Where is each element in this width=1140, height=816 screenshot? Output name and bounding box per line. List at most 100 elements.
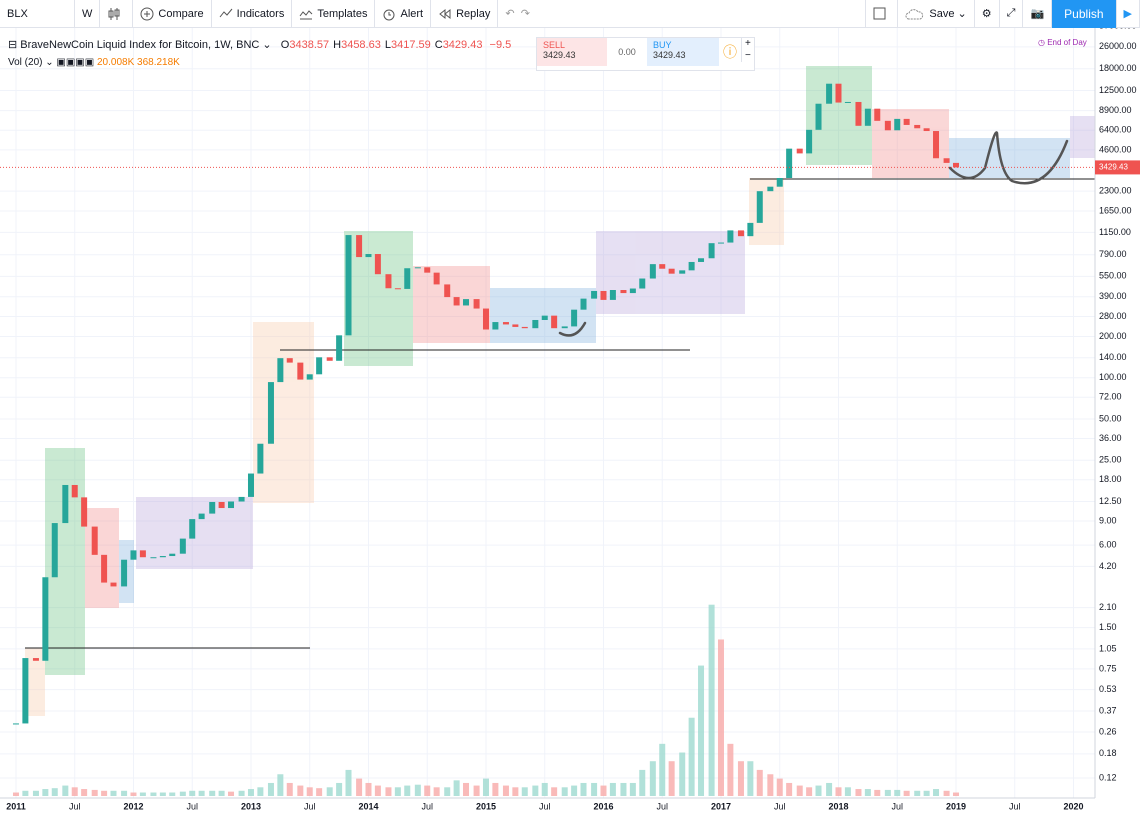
snapshot[interactable]: 📷: [1023, 0, 1053, 28]
candle: [806, 129, 813, 154]
candle: [306, 374, 313, 380]
undo-redo[interactable]: ↶ ↷: [505, 8, 530, 20]
candle: [835, 83, 842, 103]
volume-bar: [286, 782, 293, 796]
y-tick-label: 550.00: [1099, 271, 1127, 281]
candle: [894, 118, 901, 131]
volume-legend: Vol (20) ⌄ ▣▣▣▣ 20.008K 368.218K: [8, 57, 180, 68]
candle: [101, 554, 108, 583]
chart: 2011 Jul 2012 Jul 2013 Jul 2014 Jul 2015 Jul 2016 J…: [0, 28, 1140, 811]
template-icon: [299, 9, 313, 19]
ohlc-key: O: [280, 39, 290, 51]
candle: [620, 290, 627, 294]
candle: [91, 526, 98, 555]
volume-bar: [894, 789, 901, 796]
candle: [189, 519, 196, 539]
settings[interactable]: ⚙: [975, 0, 1000, 28]
square-icon: [873, 7, 886, 20]
candle: [521, 326, 528, 329]
publish[interactable]: Publish: [1052, 0, 1116, 28]
volume-bar: [708, 604, 715, 796]
volume-bar: [776, 778, 783, 796]
candle: [952, 162, 959, 168]
play[interactable]: ▶: [1115, 0, 1140, 28]
interval[interactable]: W: [75, 0, 101, 28]
volume-bar: [855, 789, 862, 796]
y-tick-label: 2300.00: [1099, 186, 1132, 196]
candle: [649, 264, 656, 279]
candle: [326, 357, 333, 361]
qty-stepper[interactable]: + −: [741, 38, 754, 62]
candle: [591, 290, 598, 299]
y-tick-label: 4.20: [1099, 561, 1117, 571]
volume-bar: [668, 761, 675, 796]
candle: [914, 124, 921, 129]
volume-bar: [580, 782, 587, 796]
templates[interactable]: Templates: [292, 0, 376, 28]
volume-bar: [914, 790, 921, 796]
volume-bar: [139, 792, 146, 796]
candle: [943, 158, 950, 163]
volume-bar: [600, 785, 607, 796]
volume-bar: [786, 782, 793, 796]
y-tick-label: 0.53: [1099, 684, 1117, 694]
compare[interactable]: Compare: [133, 0, 212, 28]
volume-bar: [767, 774, 774, 796]
volume-bar: [169, 792, 176, 796]
candle: [424, 267, 431, 273]
y-tick-label: 36.00: [1099, 433, 1122, 443]
volume-bar: [629, 782, 636, 796]
fullscreen[interactable]: ⤢: [1000, 0, 1024, 28]
chart-style[interactable]: [100, 0, 134, 28]
sell-button[interactable]: SELL 3429.43: [537, 38, 607, 66]
volume-bar: [385, 787, 392, 796]
candle: [71, 484, 78, 498]
candle: [756, 191, 763, 223]
volume-bar: [189, 790, 196, 796]
x-tick-label: 2012: [123, 801, 143, 811]
symbol[interactable]: BLX: [0, 0, 75, 28]
y-tick-label: 6400.00: [1099, 125, 1132, 135]
trend-lines: [25, 178, 1095, 649]
volume-bar: [424, 785, 431, 796]
candle: [62, 484, 69, 524]
x-tick-label: 2020: [1063, 801, 1083, 811]
volume-bar: [806, 787, 813, 796]
candle: [159, 556, 166, 558]
volume-bar: [591, 782, 598, 796]
y-tick-label: 0.75: [1099, 663, 1117, 673]
y-tick-label: 9.00: [1099, 515, 1117, 525]
sketch-curve: [948, 131, 1069, 185]
indicators[interactable]: Indicators: [212, 0, 293, 28]
volume-bar: [756, 769, 763, 796]
y-tick-label: 1.50: [1099, 622, 1117, 632]
candle: [130, 550, 137, 560]
candle: [385, 274, 392, 289]
volume-bar: [326, 787, 333, 796]
info-icon[interactable]: ⓘ: [723, 44, 737, 60]
volume-bar: [844, 787, 851, 796]
last-price-label: 3429.43: [1099, 163, 1128, 172]
buy-button[interactable]: BUY 3429.43: [647, 38, 719, 66]
replay[interactable]: Replay: [431, 0, 499, 28]
sketch-curve: [558, 321, 587, 337]
volume-bar: [571, 785, 578, 796]
volume: [12, 604, 959, 796]
volume-bar: [727, 743, 734, 796]
volume-bar: [297, 785, 304, 796]
y-tick-label: 6.00: [1099, 540, 1117, 550]
y-tick-label: 37000.00: [1099, 28, 1137, 30]
volume-bar: [121, 790, 128, 796]
sell-label: SELL: [543, 40, 566, 50]
volume-bar: [835, 787, 842, 796]
series-title: BraveNewCoin Liquid Index for Bitcoin, 1…: [20, 39, 260, 51]
alert[interactable]: Alert: [375, 0, 432, 28]
volume-bar: [620, 782, 627, 796]
indicators-label: Indicators: [236, 7, 285, 20]
trade-widget: SELL 3429.43 0.00 BUY 3429.43 ⓘ + −: [536, 37, 755, 71]
candle: [32, 658, 39, 661]
save[interactable]: Save ⌄: [898, 0, 975, 28]
layout[interactable]: [865, 0, 899, 28]
grid: [0, 28, 1095, 798]
save-label: Save: [929, 7, 955, 20]
